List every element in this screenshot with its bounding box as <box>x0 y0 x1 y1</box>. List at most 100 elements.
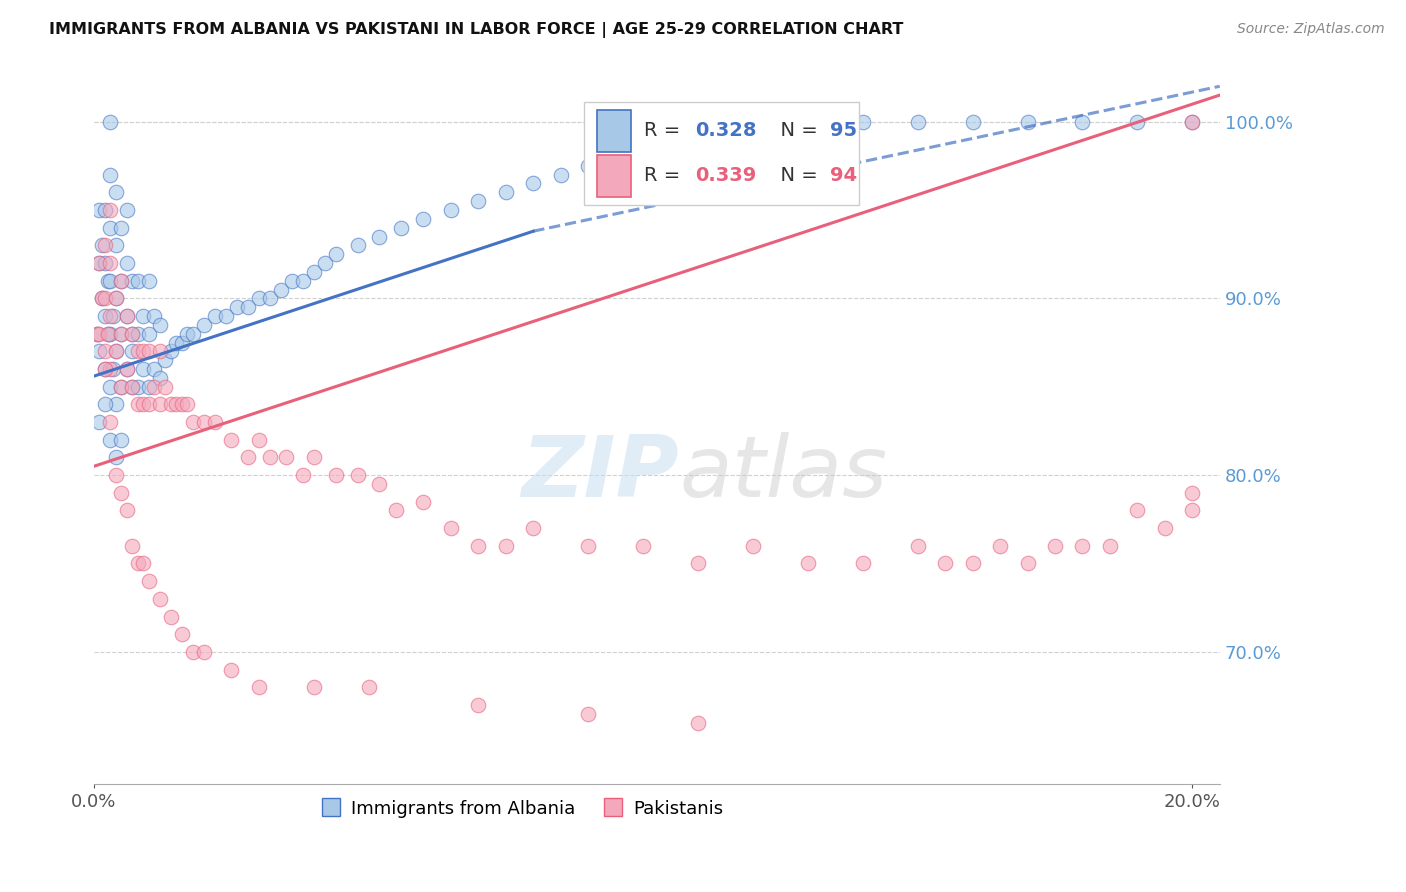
Point <box>1071 114 1094 128</box>
Point <box>110 274 132 288</box>
Point <box>110 380 132 394</box>
Point <box>368 229 391 244</box>
Point <box>962 114 984 128</box>
Point <box>176 397 198 411</box>
Legend: Immigrants from Albania, Pakistanis: Immigrants from Albania, Pakistanis <box>314 792 730 825</box>
Point <box>104 186 127 200</box>
Point <box>89 256 111 270</box>
Point <box>934 557 956 571</box>
Point <box>1017 114 1039 128</box>
Point <box>302 680 325 694</box>
Point <box>89 344 111 359</box>
Point <box>97 326 120 341</box>
Point <box>219 433 242 447</box>
Point <box>110 326 132 341</box>
Point <box>907 114 929 128</box>
Point <box>149 371 172 385</box>
Point <box>121 380 143 394</box>
Point <box>94 344 117 359</box>
Point <box>110 326 132 341</box>
Point <box>121 539 143 553</box>
Point <box>104 397 127 411</box>
Point <box>138 380 160 394</box>
Point <box>138 274 160 288</box>
Point <box>346 238 368 252</box>
Point <box>346 468 368 483</box>
Point <box>576 539 599 553</box>
Point <box>100 274 122 288</box>
Point <box>1071 539 1094 553</box>
Point <box>1181 503 1204 517</box>
Point <box>110 274 132 288</box>
Point <box>115 202 138 217</box>
Bar <box>598 110 631 153</box>
Point <box>127 326 149 341</box>
Point <box>1017 557 1039 571</box>
Point <box>100 256 122 270</box>
FancyBboxPatch shape <box>583 103 859 204</box>
Point <box>100 220 122 235</box>
Point <box>440 521 463 535</box>
Point <box>100 380 122 394</box>
Point <box>100 362 122 376</box>
Point <box>91 238 114 252</box>
Point <box>101 362 124 376</box>
Point <box>115 362 138 376</box>
Point <box>797 114 820 128</box>
Point <box>236 300 259 314</box>
Point <box>149 397 172 411</box>
Point <box>1126 503 1149 517</box>
Point <box>149 344 172 359</box>
Point <box>94 309 117 323</box>
Point <box>495 186 517 200</box>
Point <box>100 168 122 182</box>
Point <box>138 397 160 411</box>
Point <box>412 211 434 226</box>
Point <box>467 194 489 209</box>
Point <box>97 274 120 288</box>
Point <box>149 318 172 332</box>
Point <box>86 326 108 341</box>
Point <box>962 557 984 571</box>
Point <box>121 344 143 359</box>
Point <box>89 202 111 217</box>
Point <box>104 344 127 359</box>
Point <box>852 114 875 128</box>
Point <box>115 256 138 270</box>
Point <box>314 256 336 270</box>
Point <box>204 309 226 323</box>
Point <box>495 539 517 553</box>
Point <box>115 309 138 323</box>
Point <box>1043 539 1066 553</box>
Point <box>89 326 111 341</box>
Point <box>138 326 160 341</box>
Point <box>121 326 143 341</box>
Point <box>742 539 765 553</box>
Point <box>522 177 544 191</box>
Point <box>132 397 155 411</box>
Point <box>259 292 281 306</box>
Point <box>686 132 709 146</box>
Point <box>143 309 166 323</box>
Point <box>236 450 259 465</box>
Point <box>115 362 138 376</box>
Point <box>631 141 654 155</box>
Point <box>104 450 127 465</box>
Point <box>291 468 314 483</box>
Point <box>155 380 177 394</box>
Point <box>302 265 325 279</box>
Point <box>302 450 325 465</box>
Point <box>104 292 127 306</box>
Point <box>115 503 138 517</box>
Point <box>94 362 117 376</box>
Point <box>100 114 122 128</box>
Point <box>797 557 820 571</box>
Point <box>412 494 434 508</box>
Point <box>121 380 143 394</box>
Point <box>110 433 132 447</box>
Text: ZIP: ZIP <box>522 432 679 515</box>
Point <box>121 326 143 341</box>
Point <box>522 521 544 535</box>
Point <box>159 397 181 411</box>
Point <box>104 292 127 306</box>
